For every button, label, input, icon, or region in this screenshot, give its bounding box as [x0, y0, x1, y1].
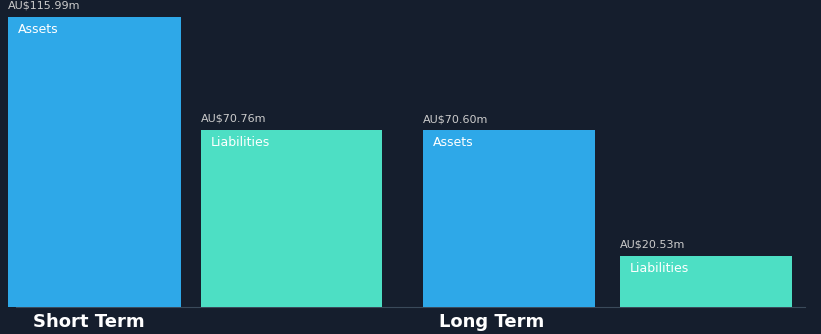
FancyBboxPatch shape: [423, 130, 595, 307]
Text: Assets: Assets: [18, 23, 58, 36]
Text: Long Term: Long Term: [439, 313, 544, 331]
Text: Assets: Assets: [433, 136, 473, 149]
Text: AU$115.99m: AU$115.99m: [8, 1, 80, 11]
FancyBboxPatch shape: [201, 130, 382, 307]
FancyBboxPatch shape: [620, 256, 792, 307]
Text: Liabilities: Liabilities: [630, 262, 689, 275]
Text: AU$70.76m: AU$70.76m: [201, 114, 267, 124]
Text: Liabilities: Liabilities: [211, 136, 270, 149]
Text: AU$70.60m: AU$70.60m: [423, 115, 488, 124]
FancyBboxPatch shape: [8, 17, 181, 307]
Text: AU$20.53m: AU$20.53m: [620, 240, 686, 250]
Text: Short Term: Short Term: [33, 313, 144, 331]
